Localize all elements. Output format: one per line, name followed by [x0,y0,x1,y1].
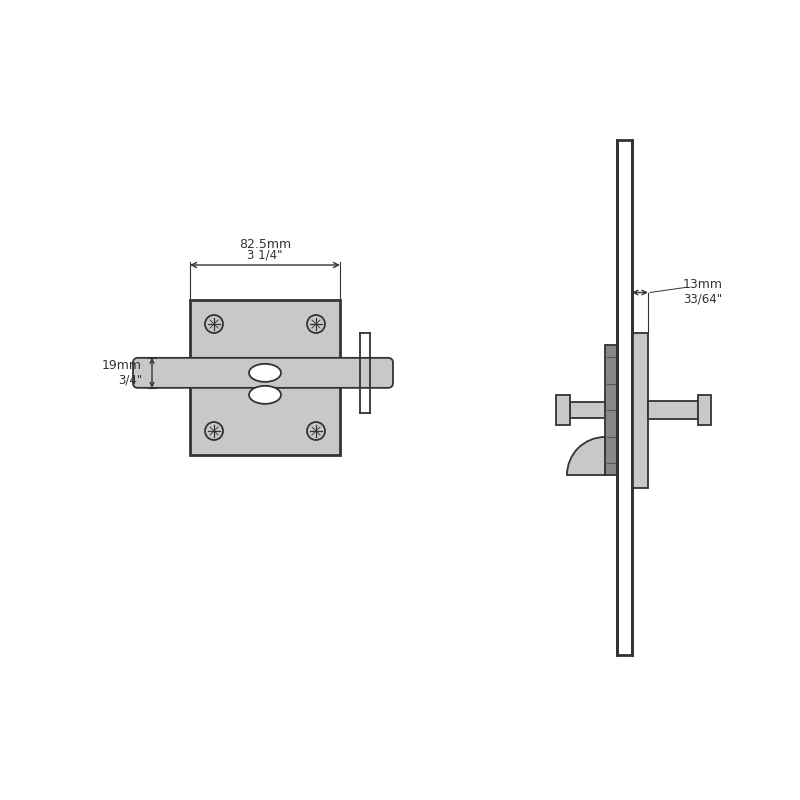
Text: 13mm: 13mm [683,278,723,291]
Bar [648,401,698,419]
Bar [556,395,570,425]
Text: 82.5mm: 82.5mm [239,238,291,251]
Ellipse shape [249,364,281,382]
Bar [190,300,340,455]
Wedge shape [567,437,605,475]
Bar [632,333,648,487]
Circle shape [205,315,223,333]
Ellipse shape [249,386,281,404]
Bar [617,140,632,655]
Bar [570,402,605,418]
Text: 3 1/4": 3 1/4" [247,249,282,262]
Bar [605,345,617,475]
Circle shape [307,315,325,333]
Bar [698,395,711,425]
Circle shape [307,422,325,440]
Circle shape [205,422,223,440]
Text: 3/4": 3/4" [118,374,142,386]
FancyBboxPatch shape [133,358,393,388]
Text: 33/64": 33/64" [683,293,722,306]
Text: 19mm: 19mm [102,359,142,372]
